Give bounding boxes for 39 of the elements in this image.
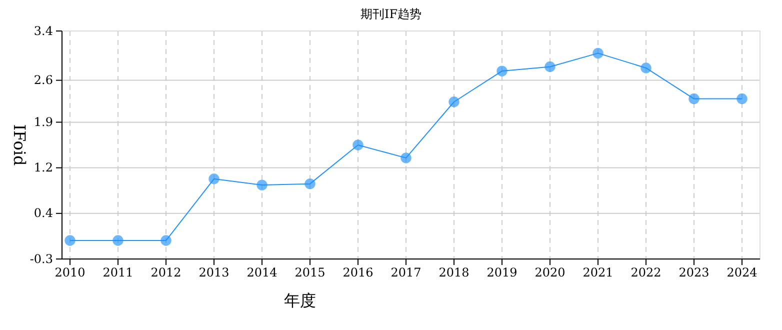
x-tick-label: 2024 (726, 266, 758, 280)
x-tick-label: 2016 (342, 266, 374, 280)
x-tick-label: 2011 (102, 266, 134, 280)
point (304, 178, 316, 190)
y-tick-label: -0.3 (30, 252, 53, 266)
point (736, 93, 748, 104)
x-tick-label: 2015 (294, 266, 326, 280)
point (208, 174, 220, 184)
x-tick-label: 2022 (630, 266, 662, 280)
x-tick-label: 2019 (486, 266, 518, 280)
point (256, 180, 268, 190)
point (112, 235, 124, 246)
x-tick-label: 2010 (54, 266, 86, 280)
y-axis-title: IFoid (10, 124, 29, 166)
x-tick-label: 2018 (438, 266, 470, 280)
point (352, 140, 364, 150)
y-tick-label: 2.6 (34, 73, 53, 88)
point (496, 66, 508, 76)
point (400, 152, 412, 164)
x-tick-label: 2021 (582, 266, 614, 280)
x-tick-label: 2012 (150, 266, 182, 280)
y-tick-label: 0.4 (34, 206, 54, 220)
point (544, 61, 556, 72)
point (160, 235, 172, 246)
y-tick-label: 3.4 (34, 24, 54, 38)
chart-title: 期刊IF趋势 (360, 7, 422, 21)
x-tick-label: 2014 (246, 266, 278, 280)
x-axis-title: 年度 (284, 291, 316, 310)
x-tick-label: 2013 (198, 266, 230, 280)
x-tick-label: 2023 (678, 266, 710, 280)
point (592, 48, 604, 59)
point (64, 235, 76, 246)
point (448, 96, 460, 108)
x-tick-label: 2020 (534, 266, 566, 280)
x-tick-label: 2017 (390, 266, 422, 280)
y-tick-label: 1.9 (34, 115, 53, 130)
point (688, 93, 700, 104)
y-tick-label: 1.2 (34, 160, 53, 175)
point (640, 62, 652, 74)
